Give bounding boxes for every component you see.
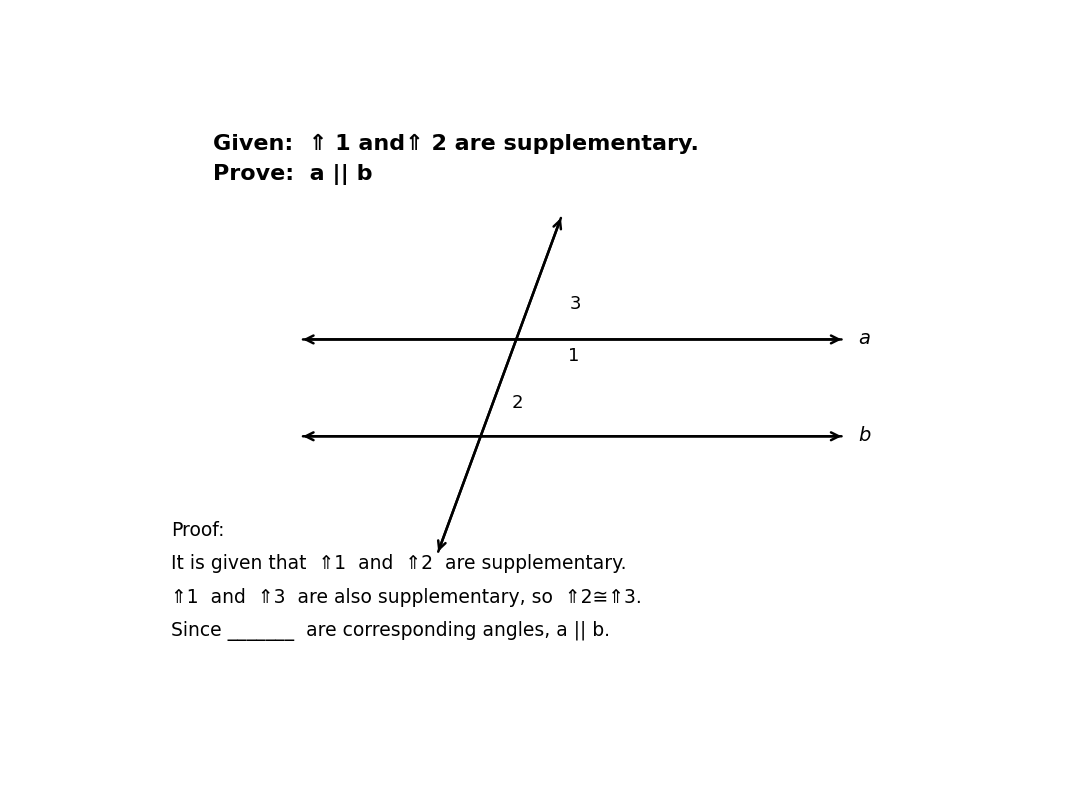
Text: Since _______  are corresponding angles, a || b.: Since _______ are corresponding angles, …	[172, 621, 610, 641]
Text: 2: 2	[512, 394, 523, 412]
Text: b: b	[859, 425, 870, 445]
Text: a: a	[859, 329, 870, 347]
Text: Given:  ⇑ 1 and⇑ 2 are supplementary.: Given: ⇑ 1 and⇑ 2 are supplementary.	[213, 134, 699, 154]
Text: Prove:  a || b: Prove: a || b	[213, 164, 372, 185]
Text: ⇑1  and  ⇑3  are also supplementary, so  ⇑2≅⇑3.: ⇑1 and ⇑3 are also supplementary, so ⇑2≅…	[172, 588, 642, 607]
Text: Proof:: Proof:	[172, 521, 225, 540]
Text: 1: 1	[568, 347, 579, 365]
Text: 3: 3	[570, 296, 582, 314]
Text: It is given that  ⇑1  and  ⇑2  are supplementary.: It is given that ⇑1 and ⇑2 are supplemen…	[172, 554, 627, 573]
